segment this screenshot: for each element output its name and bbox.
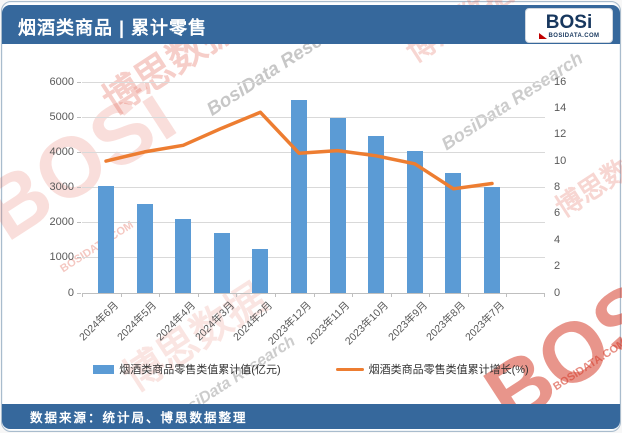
plot-area [82, 81, 545, 297]
header-banner: 烟酒类商品 | 累计零售 BOSi BOSIDATA.COM [2, 5, 620, 44]
left-axis-tick [77, 116, 81, 118]
bar-2023年8月 [445, 173, 462, 293]
left-axis-tick [77, 222, 81, 224]
legend-label-bar-series: 烟酒类商品零售类值累计值(亿元) [119, 364, 281, 376]
legend-item-bar-series: 烟酒类商品零售类值累计值(亿元) [93, 361, 281, 377]
left-axis-tick-label: 2000 [49, 216, 74, 229]
x-axis-tick [544, 293, 545, 297]
right-axis-tick-label: 10 [554, 154, 567, 167]
right-axis-tick-label: 0 [554, 286, 561, 299]
x-axis-tick [82, 293, 83, 297]
left-axis-tick [77, 257, 81, 259]
bosi-logo: BOSi BOSIDATA.COM [525, 8, 613, 43]
right-axis-tick-label: 16 [554, 75, 567, 88]
gridline [82, 257, 545, 259]
right-axis-tick-label: 4 [554, 233, 561, 246]
x-axis-tick [120, 293, 122, 297]
x-axis-tick [274, 293, 276, 297]
gridline [82, 81, 545, 83]
bar-2024年5月 [136, 204, 153, 293]
x-axis-tick [506, 293, 508, 297]
chart-legend: 烟酒类商品零售类值累计值(亿元) 烟酒类商品零售类值累计增长(%) [0, 361, 622, 377]
x-axis-tick [467, 293, 469, 297]
x-axis-tick [236, 293, 238, 297]
left-axis-tick-label: 4000 [49, 145, 74, 158]
page-title: 烟酒类商品 | 累计零售 [18, 18, 208, 38]
bosi-logo-subline: BOSIDATA.COM [538, 32, 600, 39]
left-axis-tick-label: 6000 [49, 75, 74, 88]
left-axis-tick [77, 81, 81, 83]
gridline [82, 222, 545, 224]
x-axis-tick [429, 293, 431, 297]
bar-2023年9月 [406, 150, 423, 293]
left-axis-tick [77, 187, 81, 188]
right-axis-tick-label: 8 [554, 181, 561, 193]
x-axis-tick [390, 293, 392, 297]
bar-2023年7月 [484, 186, 500, 293]
footer-banner: 数据来源：统计局、博思数据整理 [2, 404, 620, 429]
bar-2023年10月 [368, 135, 385, 293]
right-axis-tick-label: 2 [554, 260, 561, 273]
right-axis-tick-label: 6 [554, 207, 561, 220]
gridline [82, 116, 545, 118]
bar-2024年3月 [213, 233, 230, 293]
right-axis-tick-label: 12 [554, 128, 567, 141]
bosi-logo-domain: BOSIDATA.COM [548, 32, 600, 39]
x-axis-tick [197, 293, 199, 297]
growth-line [104, 110, 494, 191]
bar-series-swatch-icon [93, 364, 115, 374]
bar-2024年6月 [98, 185, 114, 293]
left-axis-tick [77, 292, 81, 294]
bar-2024年4月 [175, 219, 192, 293]
bosi-logo-text: BOSi [545, 11, 593, 33]
left-axis-tick [77, 151, 81, 153]
bar-2024年2月 [252, 249, 269, 293]
logo-red-triangle-icon [538, 32, 547, 39]
growth-line-svg [104, 110, 494, 191]
left-axis-tick-label: 5000 [49, 110, 74, 123]
right-axis-tick-label: 14 [554, 101, 567, 114]
gridline [82, 187, 545, 188]
bar-2023年11月 [329, 117, 346, 293]
legend-label-line-series: 烟酒类商品零售类值累计增长(%) [368, 364, 529, 376]
legend-item-line-series: 烟酒类商品零售类值累计增长(%) [335, 361, 529, 377]
x-axis-tick [352, 293, 354, 297]
line-series-swatch-icon [335, 367, 364, 371]
x-axis-tick [159, 293, 161, 297]
x-axis-tick [313, 293, 315, 297]
left-axis-tick-label: 0 [67, 286, 74, 299]
data-source-text: 数据来源：统计局、博思数据整理 [30, 411, 248, 425]
left-axis-tick-label: 3000 [49, 181, 74, 193]
left-axis-tick-label: 1000 [49, 251, 74, 264]
